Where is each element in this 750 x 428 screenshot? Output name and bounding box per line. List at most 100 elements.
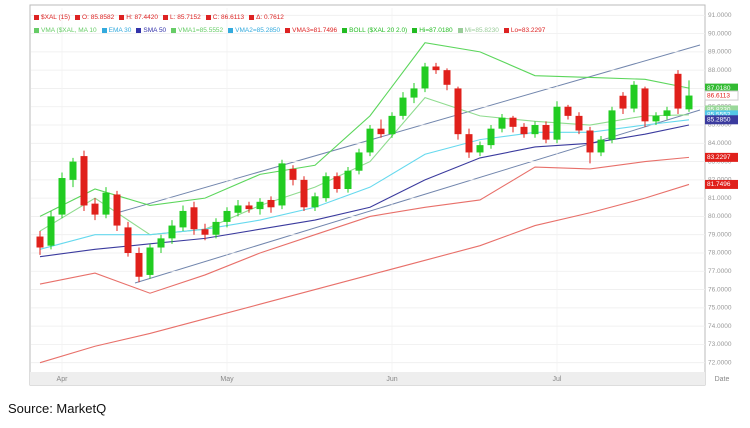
legend-text: VMA ($XAL, MA 10 — [41, 27, 97, 34]
candle-body — [212, 221, 220, 235]
legend-text: VMA2=85.2850 — [235, 27, 281, 34]
legend-item: H: 87.4420 — [119, 14, 158, 21]
legend-swatch — [171, 28, 177, 33]
price-tag-label: 81.7496 — [707, 181, 731, 188]
candle-body — [542, 125, 550, 140]
candle-body — [245, 205, 253, 210]
candle-body — [256, 201, 264, 210]
x-axis-strip — [30, 372, 705, 385]
candle-body — [190, 207, 198, 230]
candle-body — [586, 130, 594, 153]
legend-swatch — [412, 28, 418, 33]
y-tick-label: 88.0000 — [708, 67, 732, 74]
y-tick-label: 72.0000 — [708, 359, 732, 366]
legend-item: Lo=83.2297 — [503, 27, 546, 34]
candle-body — [641, 88, 649, 122]
x-tick-label: Apr — [57, 376, 69, 383]
candle-body — [399, 97, 407, 116]
y-tick-label: 81.0000 — [708, 195, 732, 202]
legend-item: L: 85.7152 — [163, 14, 201, 21]
price-tag-label: 83.2297 — [707, 154, 731, 161]
overlays — [39, 42, 690, 364]
legend-item: VMA2=85.2850 — [228, 27, 280, 34]
legend-row: $XAL (15) O: 85.8582 H: 87.4420 L: 85.7152 C… — [34, 14, 284, 21]
y-tick-label: 79.0000 — [708, 231, 732, 238]
candle-body — [91, 203, 99, 215]
candle-body — [509, 117, 517, 127]
candle-body — [454, 88, 462, 135]
candle-body — [113, 194, 121, 226]
candle-body — [597, 139, 605, 153]
price-tag — [704, 90, 739, 101]
legend-item: Hi=87.0180 — [412, 27, 453, 34]
trend-channel-upper — [119, 44, 701, 213]
candle-body — [564, 106, 572, 116]
candle-body — [575, 115, 583, 131]
candle-body — [465, 134, 473, 153]
price-tag — [705, 179, 738, 189]
source-note: Source: MarketQ — [8, 401, 107, 416]
y-tick-label: 84.0000 — [708, 140, 732, 147]
candle-body — [410, 88, 418, 98]
legend-text: BOLL ($XAL 20 2.0) — [349, 27, 408, 34]
legend-swatch — [205, 15, 211, 20]
legend-text: EMA 30 — [108, 27, 132, 34]
candle-body — [135, 252, 143, 277]
candle-body — [201, 229, 209, 235]
candle-body — [36, 236, 44, 248]
legend-swatch — [342, 28, 348, 33]
legend-swatch — [136, 28, 142, 33]
legend-swatch — [228, 28, 234, 33]
candle-body — [289, 168, 297, 180]
legend-row: VMA ($XAL, MA 10 EMA 30 SMA 50 VMA1=85.5552… — [34, 27, 545, 34]
legend-text: Mi=85.8230 — [464, 27, 499, 34]
y-tick-label: 90.0000 — [708, 30, 732, 37]
candle-body — [487, 128, 495, 146]
candle-body — [685, 95, 693, 110]
indicator-line — [39, 156, 690, 294]
candle-body — [278, 163, 286, 206]
legend-text: O: 85.8582 — [82, 14, 115, 21]
candle-body — [300, 179, 308, 208]
legend-item: BOLL ($XAL 20 2.0) — [342, 27, 407, 34]
legend-swatch — [249, 15, 255, 20]
legend-item: Mi=85.8230 — [457, 27, 499, 34]
price-tag — [705, 105, 738, 115]
y-tick-label: 91.0000 — [708, 12, 732, 19]
legend-swatch — [75, 15, 81, 20]
candle-body — [674, 73, 682, 109]
candle-body — [234, 205, 242, 213]
legend-item: VMA3=81.7496 — [285, 27, 337, 34]
candle-body — [322, 176, 330, 199]
candle-body — [80, 156, 88, 206]
candle-body — [102, 192, 110, 215]
candle-body — [498, 117, 506, 129]
legend-text: Lo=83.2297 — [510, 27, 546, 34]
price-tag-label: 86.6113 — [707, 92, 730, 99]
legend-text: L: 85.7152 — [170, 14, 201, 21]
x-tick-label: May — [220, 376, 234, 383]
y-tick-label: 80.0000 — [708, 213, 732, 220]
candle-body — [69, 161, 77, 180]
legend-text: Hi=87.0180 — [419, 27, 453, 34]
legend-text: $XAL (15) — [41, 14, 71, 21]
candle-body — [333, 176, 341, 189]
candle-body — [47, 216, 55, 246]
legend-item: VMA1=85.5552 — [171, 27, 223, 34]
legend-text: Δ: 0.7612 — [256, 14, 284, 21]
legend-item: VMA ($XAL, MA 10 — [34, 27, 97, 34]
legend-swatch — [285, 28, 291, 33]
legend-item: O: 85.8582 — [75, 14, 114, 21]
legend-swatch — [119, 15, 125, 20]
y-tick-label: 85.0000 — [708, 122, 732, 129]
candle-body — [432, 66, 440, 71]
y-tick-label: 73.0000 — [708, 341, 732, 348]
legend-text: SMA 50 — [143, 27, 167, 34]
candle-body — [630, 84, 638, 109]
legend-item: SMA 50 — [136, 27, 166, 34]
price-tag — [705, 115, 738, 125]
y-tick-label: 77.0000 — [708, 268, 732, 275]
legend-item: EMA 30 — [101, 27, 132, 34]
candle-body — [344, 170, 352, 189]
candle-body — [366, 128, 374, 153]
